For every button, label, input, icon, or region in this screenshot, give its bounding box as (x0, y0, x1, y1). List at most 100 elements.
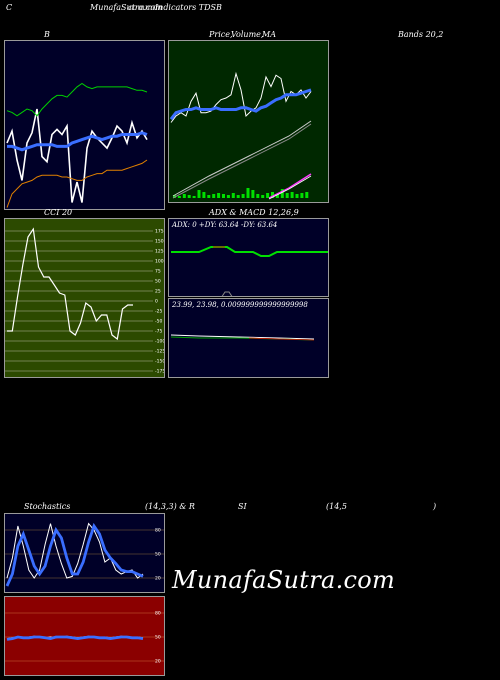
macd-values: 23.99, 23.98, 0.009999999999999998 (172, 301, 308, 309)
title-price: Price, (209, 30, 233, 39)
title-volume: Volume, (231, 30, 264, 39)
volume-bar (280, 189, 284, 198)
volume-bar (192, 196, 196, 198)
volume-bar (275, 194, 279, 198)
volume-bar (290, 192, 294, 198)
bollinger-line-2 (6, 82, 148, 117)
volume-bar (217, 193, 221, 198)
volume-bar (256, 194, 260, 198)
title-adx-macd: ADX & MACD 12,26,9 (209, 208, 299, 217)
macd-svg (170, 334, 315, 341)
cci-tick-label: 0 (155, 299, 158, 305)
cci-panel: 175 150 125 100 75 50 25 0 -25 -50 -75 -100 -125 -150… (4, 218, 165, 378)
volume-bar (266, 193, 270, 198)
volume-bar (173, 195, 176, 198)
adx-values: ADX: 0 +DY: 63.64 -DY: 63.64 (172, 221, 278, 229)
header-c: C (6, 3, 13, 12)
cci-tick-label: -50 (155, 319, 162, 325)
rsi-tick-label: 80 (155, 611, 161, 617)
volume-bar (187, 195, 191, 198)
volume-bar (177, 196, 181, 198)
volume-bar (305, 192, 309, 198)
adx-line-dy (171, 246, 328, 257)
cci-tick-label: 100 (155, 259, 164, 265)
rsi-tick-label: 20 (155, 659, 161, 665)
bollinger-panel (4, 40, 165, 210)
cci-tick-label: -25 (155, 309, 162, 315)
ma-line-volume-2 (268, 175, 312, 200)
volume-bar (212, 194, 216, 198)
title-stochastics: Stochastics (24, 502, 71, 511)
title-rsi-params: (14,5 (326, 502, 347, 511)
volume-bar (226, 195, 230, 198)
macd-line (170, 334, 315, 340)
bollinger-line-1 (7, 131, 148, 152)
stochastics-panel: 80 50 20 (4, 513, 165, 593)
rsi-tick-label: 50 (155, 635, 161, 641)
adx-svg (171, 246, 328, 296)
volume-bar (207, 195, 211, 198)
cci-tick-label: 25 (155, 289, 161, 295)
cci-tick-label: 175 (155, 229, 164, 235)
bollinger-line-3 (6, 159, 148, 208)
title-cci: CCI 20 (44, 208, 73, 217)
volume-bar (231, 193, 235, 198)
bollinger-svg (6, 82, 148, 208)
price-volume-panel (168, 40, 329, 203)
header-overlap: common (128, 3, 163, 12)
stoch-line-0 (6, 522, 144, 579)
cci-tick-label: 125 (155, 249, 164, 255)
rsi-svg: 80 50 20 (5, 611, 164, 665)
cci-tick-label: -150 (155, 359, 165, 365)
adx-panel: ADX: 0 +DY: 63.64 -DY: 63.64 (168, 218, 329, 297)
volume-bar (182, 194, 186, 198)
stoch-tick-label: 80 (155, 528, 161, 534)
ma-line-long-2 (172, 123, 312, 199)
header-site: MunafaSutra.com (90, 3, 163, 12)
volume-bar (285, 193, 289, 198)
cci-tick-label: -75 (155, 329, 162, 335)
price-volume-svg (169, 71, 312, 200)
volume-bar (300, 193, 304, 198)
volume-bar (246, 188, 250, 198)
stoch-tick-label: 50 (155, 552, 161, 558)
cci-tick-label: -125 (155, 349, 165, 355)
header-indicators: Indicators TDSB (155, 3, 222, 12)
volume-bar (197, 190, 201, 198)
title-ma: MA (262, 30, 276, 39)
price-line-1 (169, 88, 312, 121)
volume-bar (271, 192, 274, 198)
title-bands: Bands 20,2 (398, 30, 444, 39)
title-close-paren: ) (433, 502, 437, 511)
adx-line-adx (221, 291, 233, 296)
volume-bar (202, 192, 206, 198)
volume-bar (241, 194, 245, 198)
rsi-panel: 80 50 20 (4, 596, 165, 676)
cci-tick-label: 150 (155, 239, 164, 245)
volume-bar (295, 194, 299, 198)
cci-tick-label: 75 (155, 269, 161, 275)
rsi-line-1 (6, 635, 144, 641)
volume-bar (222, 194, 225, 198)
volume-bar (251, 190, 255, 198)
stoch-line-1 (5, 522, 144, 587)
cci-tick-label: -100 (155, 339, 165, 345)
volume-bar (261, 195, 265, 198)
title-stoch-params: (14,3,3) & R (145, 502, 195, 511)
volume-bar (236, 195, 240, 198)
cci-tick-label: -175 (155, 369, 165, 375)
title-b: B (44, 30, 50, 39)
macd-hist (248, 337, 315, 341)
watermark: MunafaSutra.com (172, 566, 396, 594)
cci-line (7, 227, 133, 341)
stochastics-svg: 80 50 20 (5, 522, 164, 587)
cci-svg: 175 150 125 100 75 50 25 0 -25 -50 -75 -100 -125 -150… (5, 227, 165, 375)
cci-tick-label: 50 (155, 279, 161, 285)
price-line-0 (170, 71, 312, 123)
ma-line-long (172, 120, 312, 197)
macd-panel: 23.99, 23.98, 0.009999999999999998 (168, 298, 329, 378)
ma-line-volume (268, 173, 312, 199)
stoch-tick-label: 20 (155, 576, 161, 582)
title-si: SI (238, 502, 247, 511)
